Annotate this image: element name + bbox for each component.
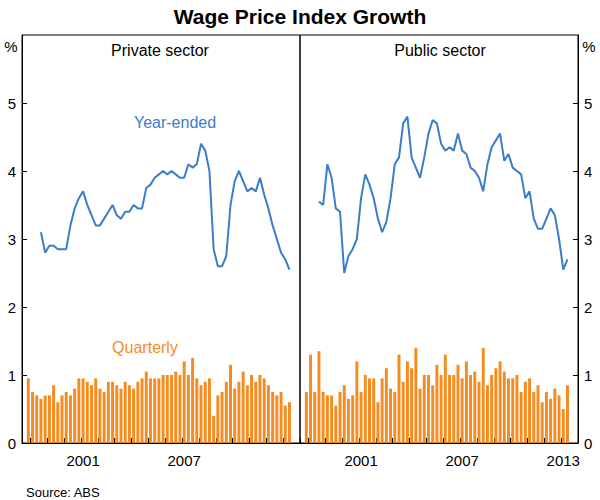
svg-text:Wage Price Index Growth: Wage Price Index Growth: [174, 5, 426, 28]
svg-text:4: 4: [584, 163, 592, 180]
svg-text:2007: 2007: [167, 452, 200, 469]
svg-text:Public sector: Public sector: [394, 42, 486, 59]
svg-text:2013: 2013: [547, 452, 580, 469]
svg-text:3: 3: [584, 231, 592, 248]
svg-text:Year-ended: Year-ended: [134, 114, 216, 131]
svg-text:Private sector: Private sector: [111, 42, 209, 59]
svg-text:5: 5: [8, 95, 16, 112]
svg-text:2: 2: [8, 299, 16, 316]
svg-text:%: %: [582, 38, 595, 55]
svg-text:2001: 2001: [344, 452, 377, 469]
svg-text:2: 2: [584, 299, 592, 316]
svg-text:0: 0: [8, 435, 16, 452]
svg-text:1: 1: [584, 367, 592, 384]
svg-text:Quarterly: Quarterly: [112, 339, 178, 356]
svg-text:5: 5: [584, 95, 592, 112]
svg-text:%: %: [4, 38, 17, 55]
svg-text:2007: 2007: [445, 452, 478, 469]
svg-text:3: 3: [8, 231, 16, 248]
svg-text:4: 4: [8, 163, 16, 180]
svg-text:0: 0: [584, 435, 592, 452]
svg-text:2001: 2001: [66, 452, 99, 469]
svg-text:1: 1: [8, 367, 16, 384]
svg-text:Source: ABS: Source: ABS: [26, 485, 100, 500]
